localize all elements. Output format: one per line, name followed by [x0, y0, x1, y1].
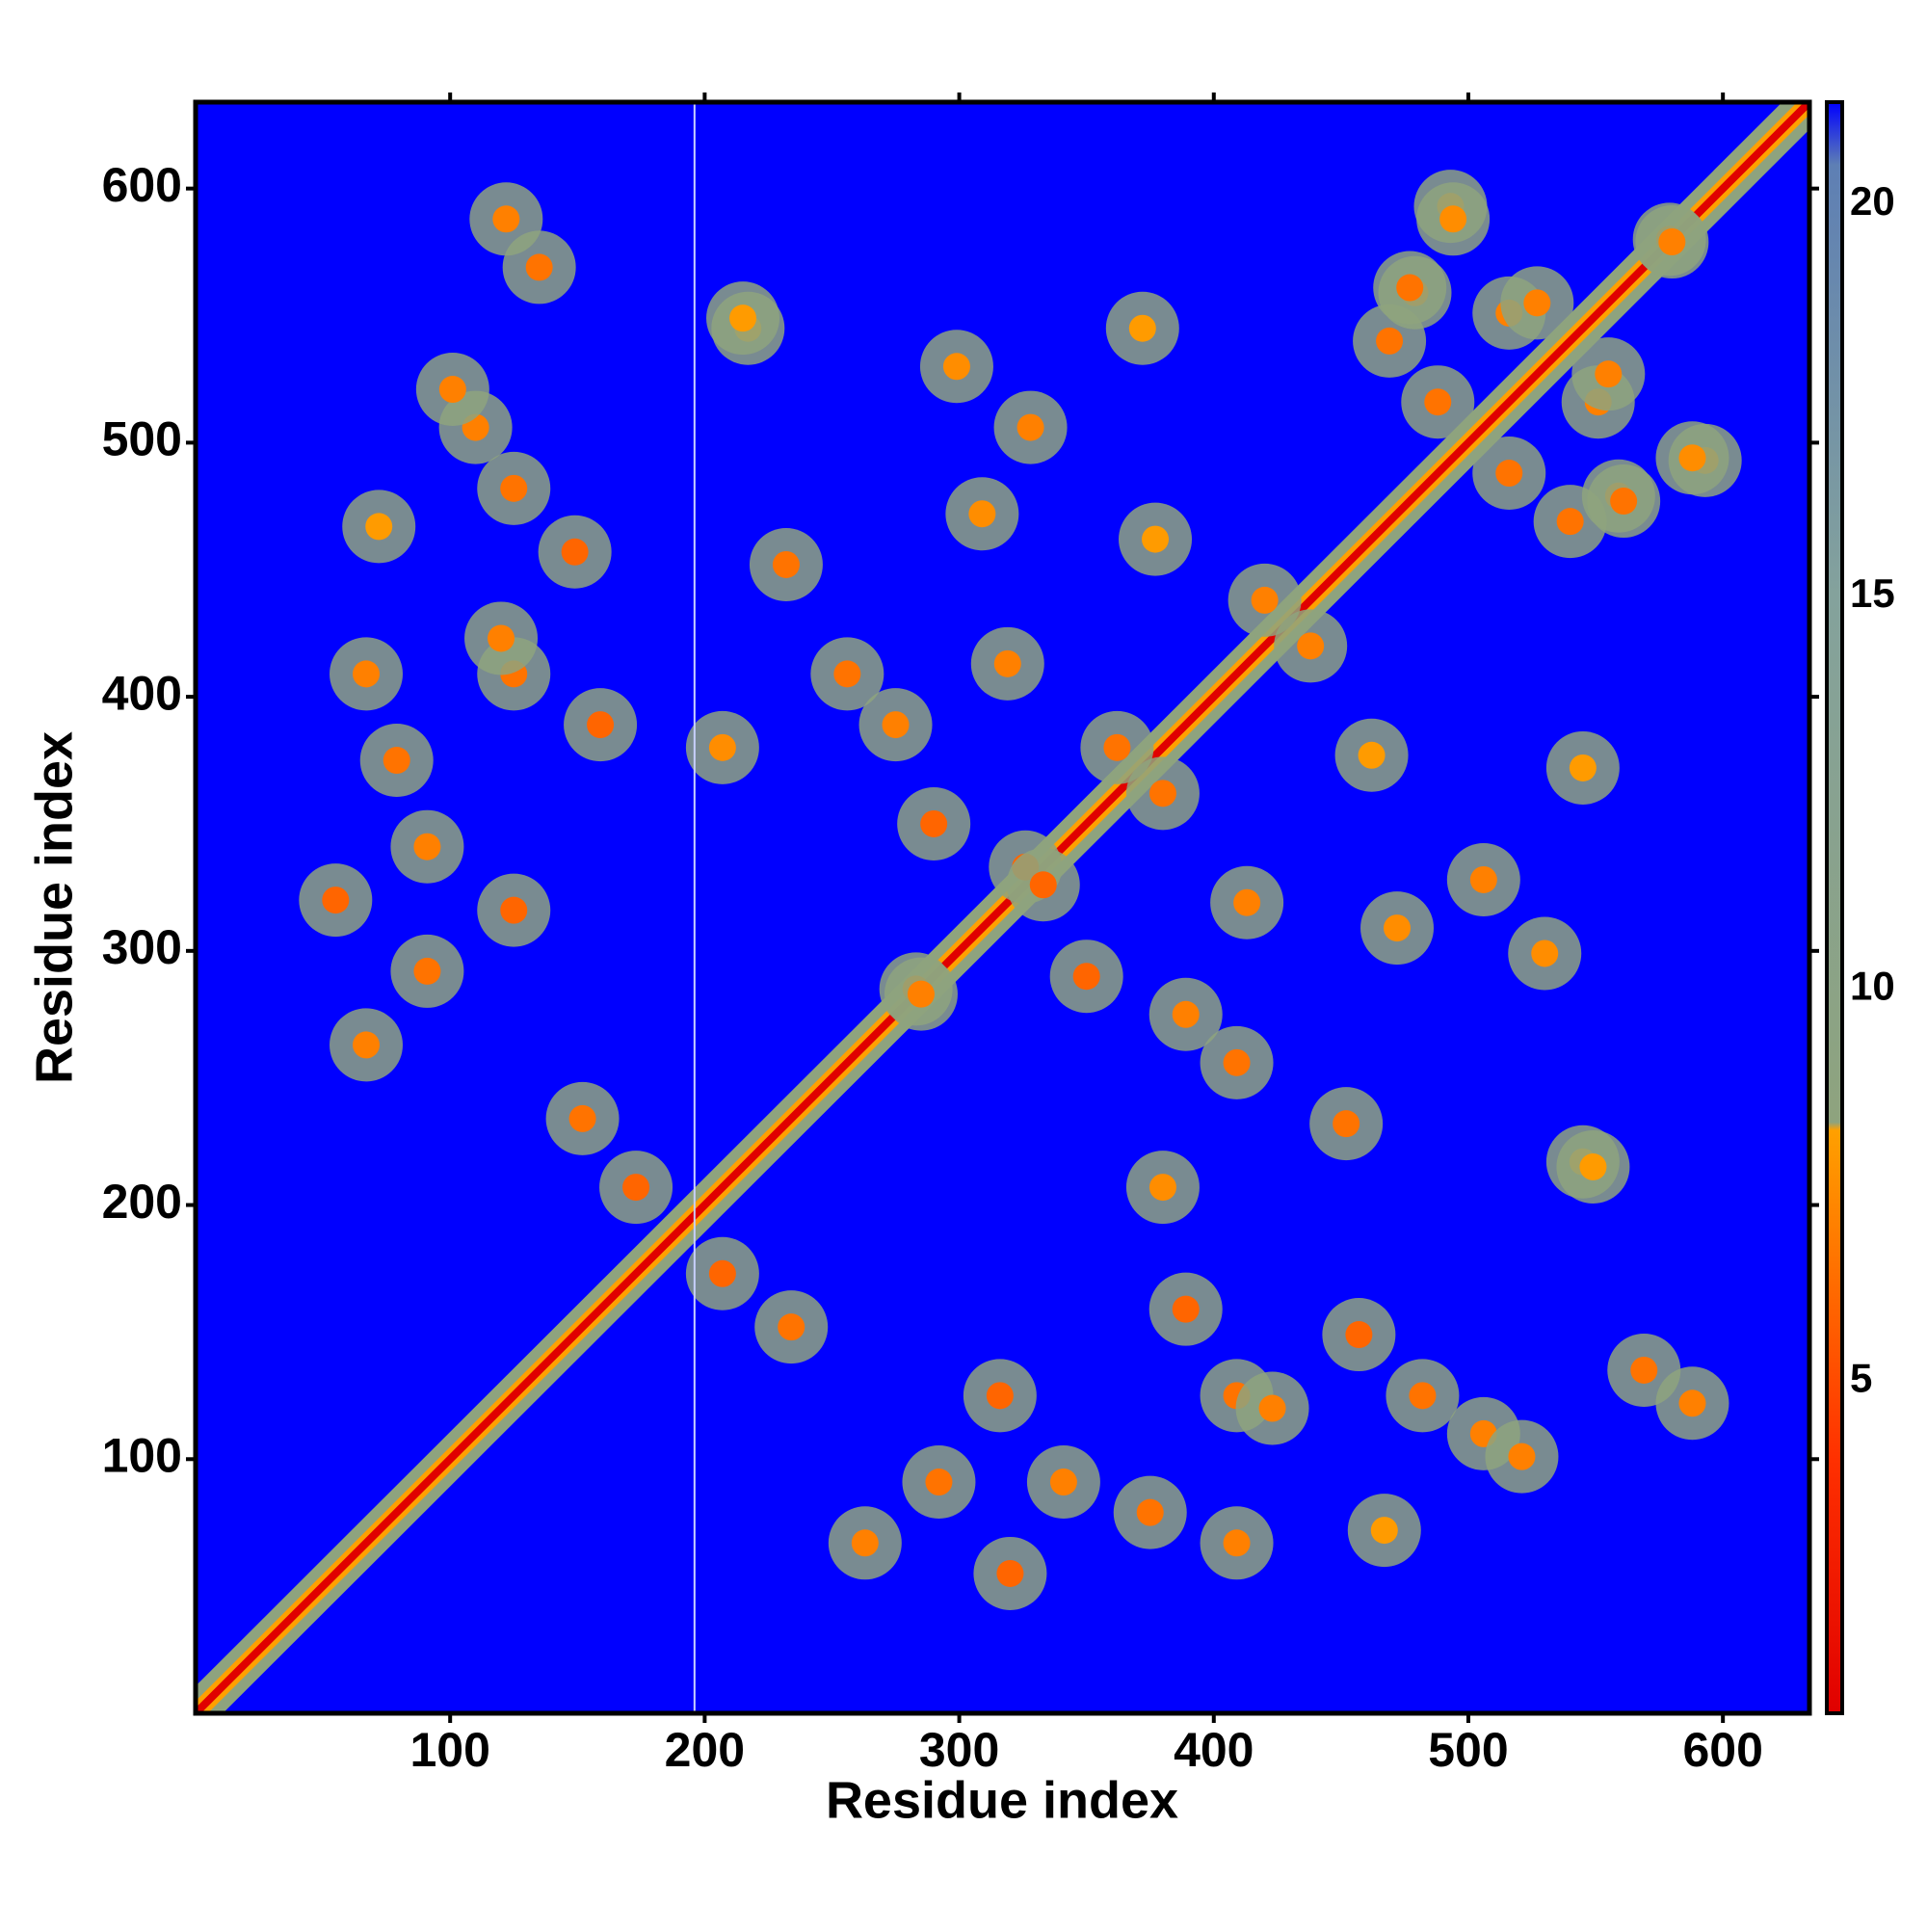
contact [561, 538, 589, 566]
contact [1358, 741, 1386, 769]
contact [851, 1529, 879, 1557]
contact [1142, 525, 1170, 553]
colorbar-tick-label: 15 [1850, 570, 1895, 616]
contact [438, 376, 466, 404]
contact [942, 353, 970, 381]
contact [1333, 1110, 1360, 1138]
contact [322, 887, 350, 914]
contact [968, 500, 996, 528]
contact [1531, 940, 1559, 967]
contact [568, 1104, 596, 1132]
x-tick-label: 500 [1428, 1723, 1508, 1777]
contact [993, 649, 1021, 677]
contact [729, 304, 757, 332]
x-tick-label: 400 [1174, 1723, 1254, 1777]
contact [1579, 1152, 1607, 1180]
contact [353, 660, 381, 688]
contact [1223, 1529, 1251, 1557]
contact [1595, 360, 1623, 388]
plot-area [196, 102, 1809, 1713]
contact [1223, 1048, 1251, 1076]
x-tick-label: 200 [665, 1723, 745, 1777]
y-tick-label: 600 [102, 158, 182, 212]
contact [1370, 1517, 1398, 1545]
contact [587, 711, 615, 739]
contact [1029, 871, 1057, 899]
contact [925, 1469, 953, 1496]
contact [772, 550, 800, 578]
contact [1523, 289, 1551, 317]
contact [1148, 1174, 1176, 1202]
contact [1469, 865, 1497, 893]
contact [882, 711, 910, 739]
contact [1016, 413, 1044, 441]
contact [1172, 1295, 1200, 1323]
contact [1495, 460, 1523, 488]
contact [1072, 963, 1100, 991]
x-tick-label: 600 [1682, 1723, 1762, 1777]
contact [1610, 488, 1638, 516]
contact [1439, 205, 1467, 233]
contact [492, 205, 520, 233]
plot-border [193, 99, 1812, 1716]
colorbar-tick-label: 5 [1850, 1356, 1872, 1401]
y-tick-label: 100 [102, 1428, 182, 1482]
contact [778, 1313, 805, 1341]
contact [1630, 1356, 1658, 1384]
x-tick-label: 300 [919, 1723, 999, 1777]
contact [413, 957, 441, 985]
contact [1376, 327, 1404, 355]
contact [708, 733, 736, 761]
contact [1345, 1321, 1373, 1349]
y-tick-label: 500 [102, 412, 182, 466]
contact [1508, 1442, 1536, 1470]
contact [365, 513, 393, 541]
contact [1396, 274, 1424, 302]
contact [1049, 1469, 1077, 1496]
contact [833, 660, 861, 688]
contact [920, 809, 948, 837]
contact [1251, 586, 1279, 614]
colorbar-tick-label: 20 [1850, 178, 1895, 224]
contact [1233, 888, 1261, 916]
diagonal [196, 102, 1809, 1713]
contact [986, 1382, 1014, 1410]
contact [1297, 632, 1325, 660]
contact [907, 980, 935, 1008]
contact [1409, 1382, 1437, 1410]
x-axis-title: Residue index [826, 1771, 1178, 1829]
contact [1384, 914, 1412, 942]
contact [500, 896, 528, 924]
contact [1569, 754, 1597, 781]
y-tick-label: 400 [102, 666, 182, 720]
colorbar [1825, 100, 1844, 1715]
contact [996, 1559, 1024, 1587]
colorbar-tick-label: 10 [1850, 963, 1895, 1008]
contact [708, 1259, 736, 1287]
contact [1258, 1394, 1286, 1422]
contact [500, 474, 528, 502]
contact [1136, 1498, 1164, 1526]
x-tick-label: 100 [409, 1723, 489, 1777]
y-tick-label: 200 [102, 1175, 182, 1229]
contact [383, 747, 410, 775]
contact [1678, 1389, 1706, 1417]
contact [1678, 444, 1706, 472]
contact [413, 833, 441, 860]
y-axis-title: Residue index [25, 731, 83, 1084]
contact [1658, 228, 1686, 256]
contact [525, 253, 553, 281]
contact [488, 624, 515, 652]
contact [1424, 388, 1452, 416]
y-tick-label: 300 [102, 920, 182, 974]
contact [1103, 733, 1131, 761]
contact [622, 1174, 650, 1202]
contact [353, 1031, 381, 1059]
contact [1172, 1000, 1200, 1028]
contact [1556, 508, 1584, 536]
contact [1128, 314, 1156, 342]
contact [1148, 780, 1176, 807]
